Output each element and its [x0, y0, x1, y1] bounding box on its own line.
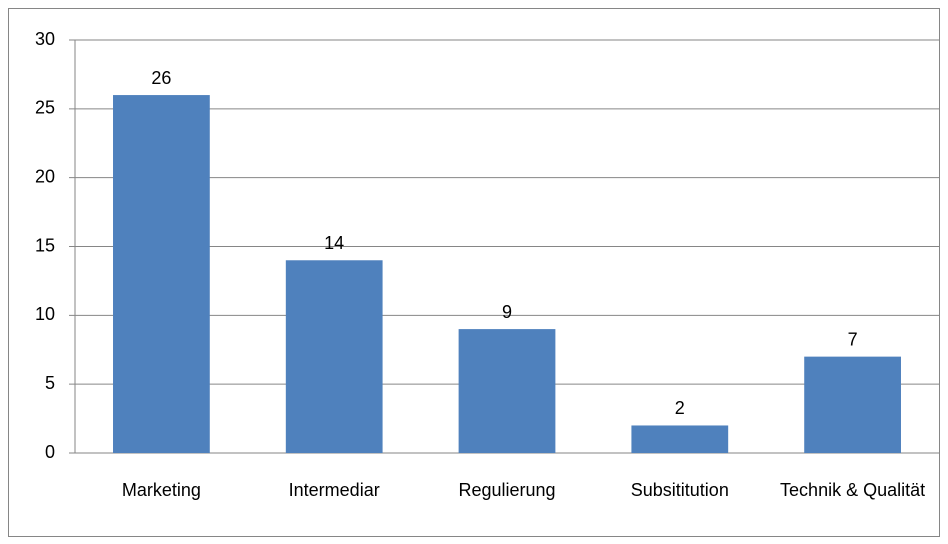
- bar: [458, 329, 556, 453]
- y-tick-label: 15: [35, 235, 55, 255]
- data-label: 2: [675, 398, 685, 418]
- data-label: 14: [324, 233, 344, 253]
- y-tick-label: 30: [35, 29, 55, 49]
- y-tick-label: 20: [35, 166, 55, 186]
- x-tick-label: Technik & Qualität: [780, 480, 926, 500]
- x-tick-label: Regulierung: [458, 480, 556, 500]
- y-tick-label: 5: [45, 373, 55, 393]
- y-tick-label: 0: [45, 442, 55, 462]
- bar: [285, 260, 383, 453]
- data-label: 9: [502, 302, 512, 322]
- y-tick-label: 25: [35, 98, 55, 118]
- bar: [804, 356, 901, 453]
- x-tick-label: Subsititution: [630, 480, 729, 500]
- x-tick-label: Intermediar: [288, 480, 380, 500]
- x-tick-label: Marketing: [121, 480, 201, 500]
- bar: [113, 95, 210, 454]
- y-tick-label: 10: [35, 304, 55, 324]
- bar: [631, 425, 729, 453]
- data-label: 7: [848, 329, 858, 349]
- data-label: 26: [151, 68, 171, 88]
